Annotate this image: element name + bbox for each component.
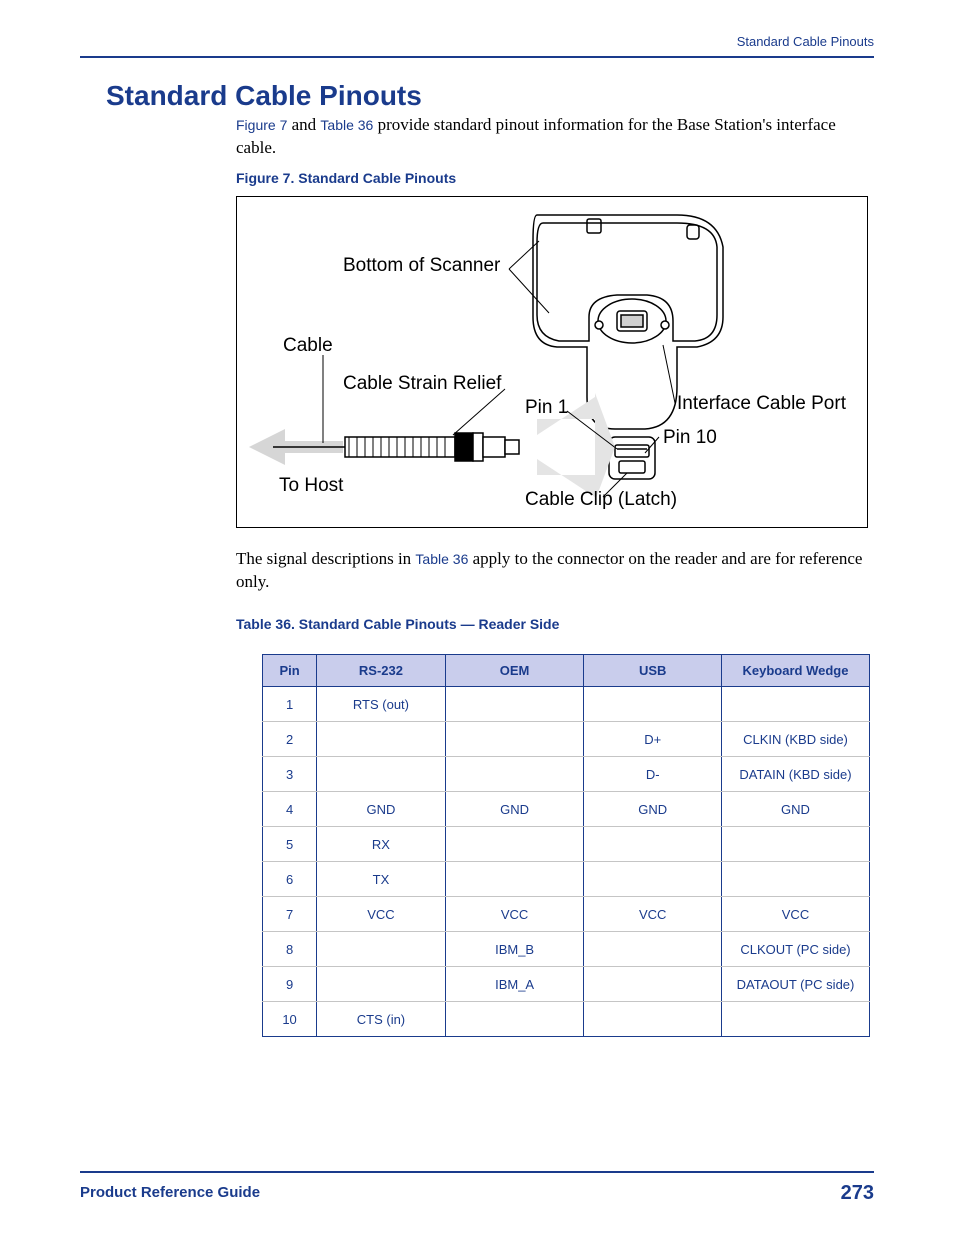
fig-label-to-host: To Host [279,475,343,497]
table-cell: 8 [263,932,317,967]
table-row: 3 D-DATAIN (KBD side) [263,757,870,792]
pinout-table: Pin RS-232 OEM USB Keyboard Wedge 1RTS (… [262,654,870,1037]
table-cell: DATAIN (KBD side) [722,757,870,792]
table-cell: CTS (in) [317,1002,446,1037]
table-cell [722,687,870,722]
table-cell: CLKOUT (PC side) [722,932,870,967]
table-cell [722,827,870,862]
table-row: 6TX [263,862,870,897]
table-cell: 1 [263,687,317,722]
after-fig-pre: The signal descriptions in [236,549,415,568]
table-cell: GND [584,792,722,827]
fig-label-cable: Cable [283,335,333,357]
figure-caption: Figure 7. Standard Cable Pinouts [236,170,456,186]
fig-label-pin10: Pin 10 [663,427,717,449]
table-row: 7VCCVCCVCCVCC [263,897,870,932]
table-cell: 6 [263,862,317,897]
table-cell: 2 [263,722,317,757]
table-cell: VCC [584,897,722,932]
fig-label-interface-port: Interface Cable Port [677,393,846,415]
table-cell: D- [584,757,722,792]
table-caption: Table 36. Standard Cable Pinouts — Reade… [236,616,559,632]
table-cell [584,1002,722,1037]
table-cell [317,757,446,792]
figure-7: Bottom of Scanner Cable Cable Strain Rel… [236,196,868,528]
table-header-row: Pin RS-232 OEM USB Keyboard Wedge [263,655,870,687]
fig-label-bottom-of-scanner: Bottom of Scanner [343,255,500,277]
table-cell [445,722,584,757]
table-cell [317,967,446,1002]
table-row: 9 IBM_A DATAOUT (PC side) [263,967,870,1002]
running-head: Standard Cable Pinouts [737,34,874,49]
table-cell [445,687,584,722]
table-cell: IBM_B [445,932,584,967]
footer-rule [80,1171,874,1173]
table-cell [722,862,870,897]
table-row: 10CTS (in) [263,1002,870,1037]
table-cell: VCC [722,897,870,932]
table-cell: VCC [445,897,584,932]
table-cell: 7 [263,897,317,932]
table-cell [445,757,584,792]
table-cell: IBM_A [445,967,584,1002]
table-cell [584,932,722,967]
table-cell: 9 [263,967,317,1002]
table-cell: GND [722,792,870,827]
table-cell [722,1002,870,1037]
intro-text: and [287,115,320,134]
table-row: 2 D+CLKIN (KBD side) [263,722,870,757]
fig-label-strain-relief: Cable Strain Relief [343,373,501,395]
table-cell: 3 [263,757,317,792]
fig-label-cable-clip: Cable Clip (Latch) [525,489,677,511]
table-cell: D+ [584,722,722,757]
th-usb: USB [584,655,722,687]
th-oem: OEM [445,655,584,687]
table-cell [445,827,584,862]
table-36-link-2[interactable]: Table 36 [415,551,468,567]
table-36-link[interactable]: Table 36 [320,117,373,133]
th-kbwedge: Keyboard Wedge [722,655,870,687]
table-cell: 10 [263,1002,317,1037]
page-number: 273 [841,1182,874,1205]
figure-7-link[interactable]: Figure 7 [236,117,287,133]
intro-paragraph: Figure 7 and Table 36 provide standard p… [236,114,874,160]
table-cell: DATAOUT (PC side) [722,967,870,1002]
table-cell [317,722,446,757]
th-pin: Pin [263,655,317,687]
table-row: 8 IBM_B CLKOUT (PC side) [263,932,870,967]
table-cell: VCC [317,897,446,932]
table-row: 1RTS (out) [263,687,870,722]
table-cell [317,932,446,967]
page-title: Standard Cable Pinouts [106,80,422,112]
table-cell: GND [317,792,446,827]
table-cell: 5 [263,827,317,862]
table-cell [445,862,584,897]
table-cell [584,862,722,897]
table-cell [584,827,722,862]
after-figure-paragraph: The signal descriptions in Table 36 appl… [236,548,874,594]
table-row: 5RX [263,827,870,862]
table-cell [584,967,722,1002]
table-cell [445,1002,584,1037]
fig-label-pin1: Pin 1 [525,397,568,419]
table-row: 4GNDGNDGNDGND [263,792,870,827]
table-cell: GND [445,792,584,827]
table-cell: RX [317,827,446,862]
table-cell: 4 [263,792,317,827]
table-cell: RTS (out) [317,687,446,722]
footer-title: Product Reference Guide [80,1184,260,1201]
table-cell: CLKIN (KBD side) [722,722,870,757]
th-rs232: RS-232 [317,655,446,687]
table-cell: TX [317,862,446,897]
header-rule [80,56,874,58]
table-cell [584,687,722,722]
